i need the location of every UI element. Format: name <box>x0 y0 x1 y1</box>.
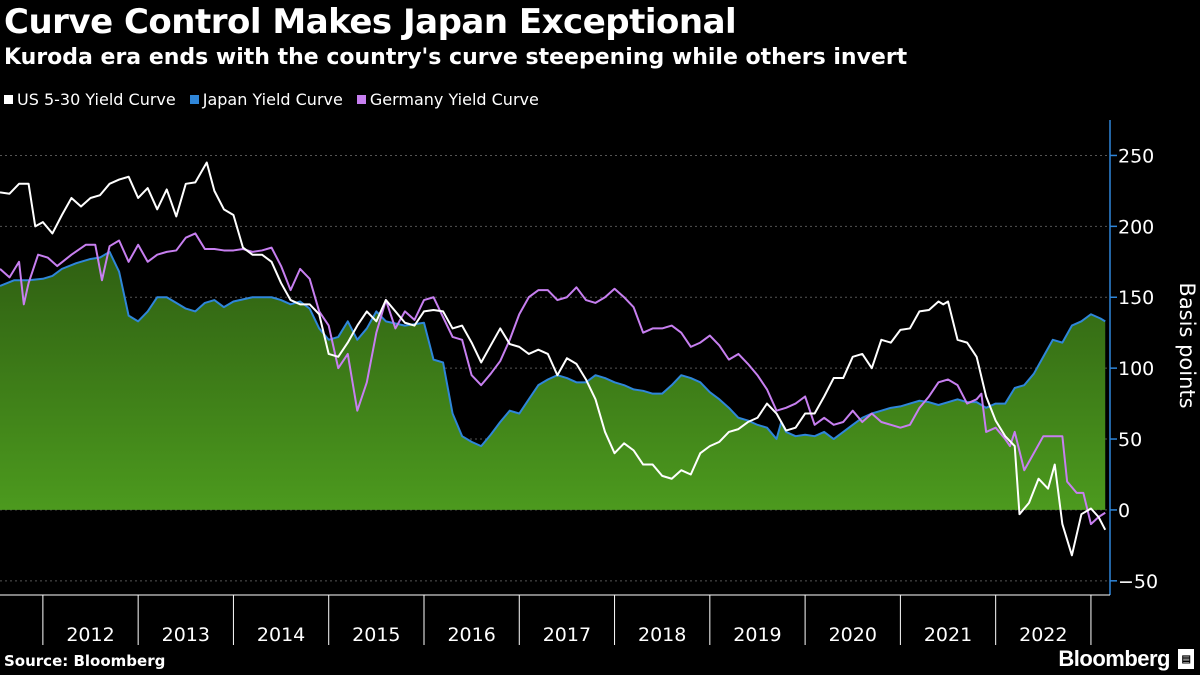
x-tick-label-2016: 2016 <box>447 624 495 646</box>
series-line-germany <box>0 232 1106 526</box>
chart-subtitle: Kuroda era ends with the country's curve… <box>4 45 908 70</box>
japan-area <box>0 251 1106 510</box>
chart-icon: ▤ <box>1178 649 1194 669</box>
y-tick-label-0: 0 <box>1118 500 1130 522</box>
x-tick-label-2022: 2022 <box>1019 624 1067 646</box>
legend-label-germany: Germany Yield Curve <box>369 90 539 109</box>
series-lines <box>0 161 1107 557</box>
x-tick-label-2015: 2015 <box>352 624 400 646</box>
x-tick-label-2012: 2012 <box>66 624 114 646</box>
series-line-japan <box>0 250 1106 448</box>
legend-label-us: US 5-30 Yield Curve <box>17 90 176 109</box>
legend-swatch-germany <box>356 95 366 104</box>
y-tick-label-250: 250 <box>1118 145 1154 167</box>
legend-item-japan: Japan Yield Curve <box>189 90 343 109</box>
axes: −50 0 50 100 150 200 250 2012 2013 2014 2015 2016 20… <box>0 120 1158 646</box>
y-tick-label-100: 100 <box>1118 358 1154 380</box>
y-tick-label-50: 50 <box>1118 429 1142 451</box>
legend-label-japan: Japan Yield Curve <box>202 90 343 109</box>
x-tick-label-2017: 2017 <box>543 624 591 646</box>
y-tick-label--50: −50 <box>1118 571 1158 593</box>
brand-name: Bloomberg <box>1058 646 1170 671</box>
bloomberg-logo: Bloomberg ▤ <box>1058 646 1194 672</box>
legend-swatch-japan <box>189 95 199 104</box>
legend: US 5-30 Yield Curve Japan Yield Curve Ge… <box>4 90 539 109</box>
x-tick-label-2021: 2021 <box>924 624 972 646</box>
y-axis-label: Basis points <box>1175 282 1199 408</box>
x-tick-label-2020: 2020 <box>829 624 877 646</box>
x-tick-label-2018: 2018 <box>638 624 686 646</box>
x-tick-label-2019: 2019 <box>733 624 781 646</box>
y-tick-label-200: 200 <box>1118 216 1154 238</box>
legend-swatch-us <box>4 95 13 104</box>
y-tick-label-150: 150 <box>1118 287 1154 309</box>
legend-item-us: US 5-30 Yield Curve <box>4 90 176 109</box>
chart-title: Curve Control Makes Japan Exceptional <box>4 2 737 42</box>
japan-area-fill <box>0 251 1106 510</box>
legend-item-germany: Germany Yield Curve <box>356 90 539 109</box>
source-note: Source: Bloomberg <box>4 652 166 670</box>
x-tick-label-2014: 2014 <box>257 624 305 646</box>
x-tick-label-2013: 2013 <box>162 624 210 646</box>
series-line-us <box>0 161 1107 557</box>
